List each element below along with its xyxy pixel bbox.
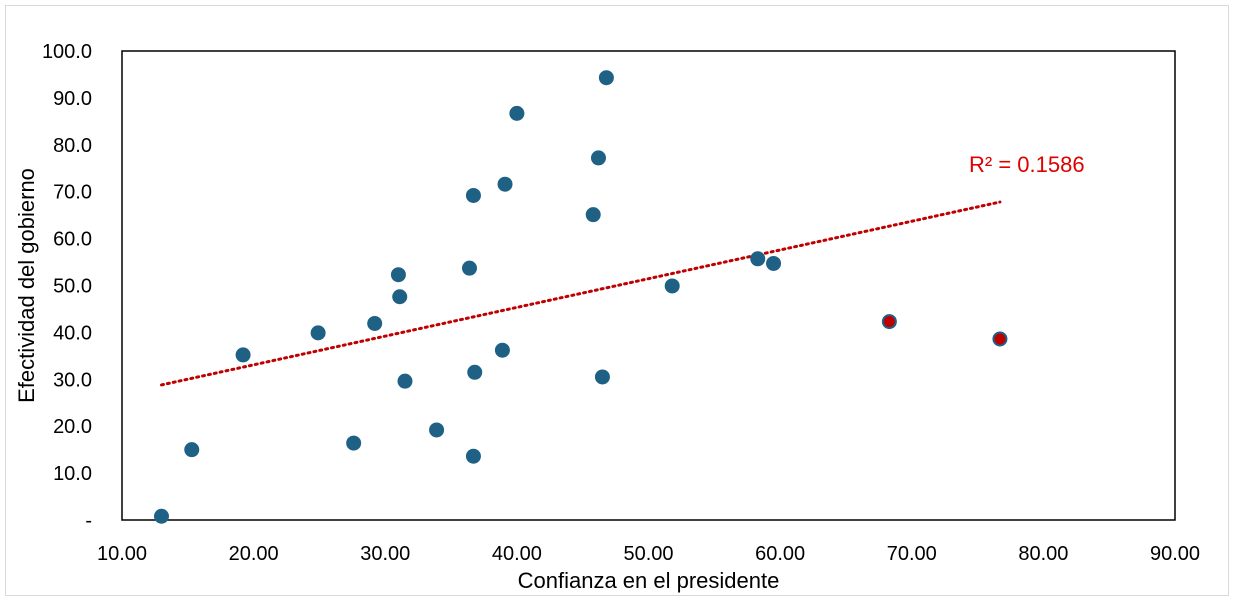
data-point [585,207,601,223]
x-axis-title: Confianza en el presidente [518,568,780,593]
data-point [509,105,525,121]
data-point [497,176,513,192]
data-point [184,442,200,458]
data-point [594,369,610,385]
plot-area [121,50,1176,521]
highlighted-data-point [881,314,897,330]
x-tick-label: 40.00 [492,543,542,565]
data-points [153,70,1008,524]
y-tick-label: 90.0 [53,88,92,110]
data-point [429,422,445,438]
x-tick-label: 90.00 [1150,543,1200,565]
x-tick-label: 80.00 [1018,543,1068,565]
data-point [465,187,481,203]
r-squared-label: R² = 0.1586 [969,152,1085,177]
y-tick-label: 50.0 [53,276,92,298]
x-tick-label: 10.00 [97,543,147,565]
y-tick-label: - [85,510,92,532]
x-tick-label: 70.00 [887,543,937,565]
data-point [461,260,477,276]
x-tick-label: 60.00 [755,543,805,565]
y-axis-title: Efectividad del gobierno [14,168,39,403]
data-point [467,364,483,380]
data-point [397,373,413,389]
x-tick-label: 50.00 [623,543,673,565]
chart-area [5,5,1229,596]
data-point [367,315,383,331]
y-tick-label: 40.0 [53,322,92,344]
y-axis-ticks: - 10.0 20.0 30.0 40.0 50.0 60.0 70.0 80.0 90.0 100… [42,41,92,532]
data-point [590,150,606,166]
data-point [750,251,766,267]
data-point [153,508,169,524]
data-point [598,70,614,86]
data-point [494,342,510,358]
data-point [766,255,782,271]
data-point [346,435,362,451]
data-point [390,267,406,283]
y-tick-label: 10.0 [53,463,92,485]
y-tick-label: 80.0 [53,135,92,157]
x-tick-label: 30.00 [360,543,410,565]
y-tick-label: 60.0 [53,229,92,251]
x-axis-ticks: 10.00 20.00 30.00 40.00 50.00 60.00 70.00 80.00… [97,543,1200,565]
data-point [465,448,481,464]
trendline [159,200,1002,387]
y-tick-label: 100.0 [42,41,92,63]
y-tick-label: 70.0 [53,182,92,204]
data-point [392,289,408,305]
x-tick-label: 20.00 [229,543,279,565]
data-point [664,278,680,294]
y-tick-label: 20.0 [53,416,92,438]
data-point [310,325,326,341]
highlighted-data-point [992,331,1008,347]
data-point [235,347,251,363]
y-tick-label: 30.0 [53,369,92,391]
